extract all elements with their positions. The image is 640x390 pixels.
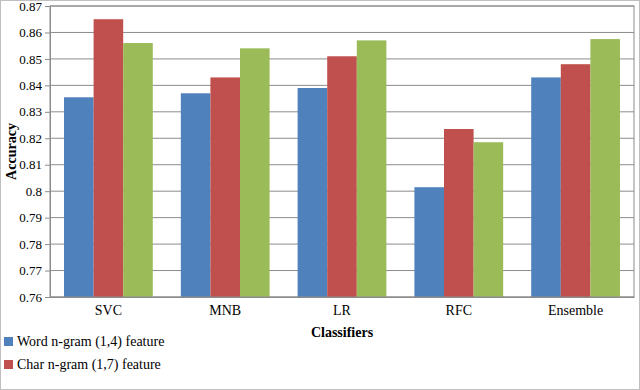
x-axis: SVC MNB LR RFC Ensemble <box>51 297 635 318</box>
tick: 0.77 <box>19 263 50 278</box>
legend-swatch <box>4 360 13 369</box>
bars <box>64 19 620 297</box>
tick: MNB <box>209 297 241 318</box>
tick-label: 0.84 <box>19 78 42 93</box>
tick-label: SVC <box>95 303 122 318</box>
grid <box>50 6 634 297</box>
axis-line <box>51 297 635 298</box>
tick: 0.84 <box>19 78 50 93</box>
plot-frame <box>50 6 634 297</box>
bar <box>414 187 444 297</box>
tick-label: 0.82 <box>19 131 42 146</box>
bar <box>181 93 211 297</box>
bar <box>240 48 270 297</box>
tick-label: 0.85 <box>19 52 42 67</box>
tick: Ensemble <box>548 297 603 318</box>
tick-mark <box>45 138 50 139</box>
tick: RFC <box>446 297 472 318</box>
legend-entry: Char n-gram (1,7) feature <box>4 357 161 373</box>
tick-label: 0.87 <box>19 0 42 14</box>
tick-mark <box>45 191 50 192</box>
tick: 0.82 <box>19 131 50 146</box>
tick: 0.86 <box>19 25 50 40</box>
bar <box>561 64 591 297</box>
tick-mark <box>45 244 50 245</box>
tick-mark <box>45 112 50 113</box>
bar-series <box>123 39 620 297</box>
tick: SVC <box>95 297 122 318</box>
y-axis: 0.76 0.77 0.78 0.79 0.8 0.81 0.82 0.83 0.84 0.85 0… <box>19 0 50 305</box>
tick-label: 0.86 <box>19 25 42 40</box>
background <box>1 1 640 390</box>
tick: 0.81 <box>19 157 50 172</box>
bar <box>64 97 94 297</box>
bar <box>474 142 504 297</box>
chart: 0.76 0.77 0.78 0.79 0.8 0.81 0.82 0.83 0.84 0.85 0… <box>0 0 640 390</box>
legend-label: Char n-gram (1,7) feature <box>17 357 161 373</box>
grid-line <box>50 32 634 33</box>
legend: Word n-gram (1,4) feature Char n-gram (1,… <box>4 334 164 373</box>
bar <box>590 39 620 297</box>
bar <box>94 19 124 297</box>
bar <box>210 77 240 297</box>
tick: 0.76 <box>19 290 50 305</box>
tick-mark <box>45 32 50 33</box>
tick-mark <box>45 165 50 166</box>
tick: LR <box>333 297 352 318</box>
tick: 0.85 <box>19 52 50 67</box>
bar <box>531 77 561 297</box>
legend-entry: Word n-gram (1,4) feature <box>4 334 164 350</box>
legend-swatch <box>4 337 13 346</box>
tick-mark <box>45 6 50 7</box>
bar <box>357 40 387 297</box>
tick: 0.78 <box>19 237 50 252</box>
tick-label: MNB <box>209 303 241 318</box>
tick-label: 0.78 <box>19 237 42 252</box>
tick-mark <box>45 85 50 86</box>
bar <box>123 43 153 297</box>
tick-label: 0.76 <box>19 290 42 305</box>
tick: 0.83 <box>19 104 50 119</box>
tick-label: 0.83 <box>19 104 42 119</box>
tick-mark <box>45 59 50 60</box>
tick-label: 0.79 <box>19 210 42 225</box>
tick-label: 0.81 <box>19 157 42 172</box>
tick-label: 0.77 <box>19 263 42 278</box>
tick: 0.87 <box>19 0 50 14</box>
tick-label: 0.8 <box>26 184 42 199</box>
bar <box>444 129 474 297</box>
axis-title: Classifiers <box>311 325 374 340</box>
tick-label: LR <box>333 303 352 318</box>
plot: 0.76 0.77 0.78 0.79 0.8 0.81 0.82 0.83 0.84 0.85 0… <box>19 0 634 318</box>
bar <box>298 88 328 297</box>
bar <box>327 56 357 297</box>
tick-mark <box>45 271 50 272</box>
bar-series <box>94 19 591 297</box>
axis-line <box>45 7 51 298</box>
tick: 0.8 <box>26 184 50 199</box>
axis-title: Accuracy <box>4 123 19 180</box>
tick-mark <box>45 297 50 298</box>
tick: 0.79 <box>19 210 50 225</box>
tick-mark <box>45 218 50 219</box>
tick-label: RFC <box>446 303 472 318</box>
legend-label: Word n-gram (1,4) feature <box>17 334 164 350</box>
tick-label: Ensemble <box>548 303 603 318</box>
